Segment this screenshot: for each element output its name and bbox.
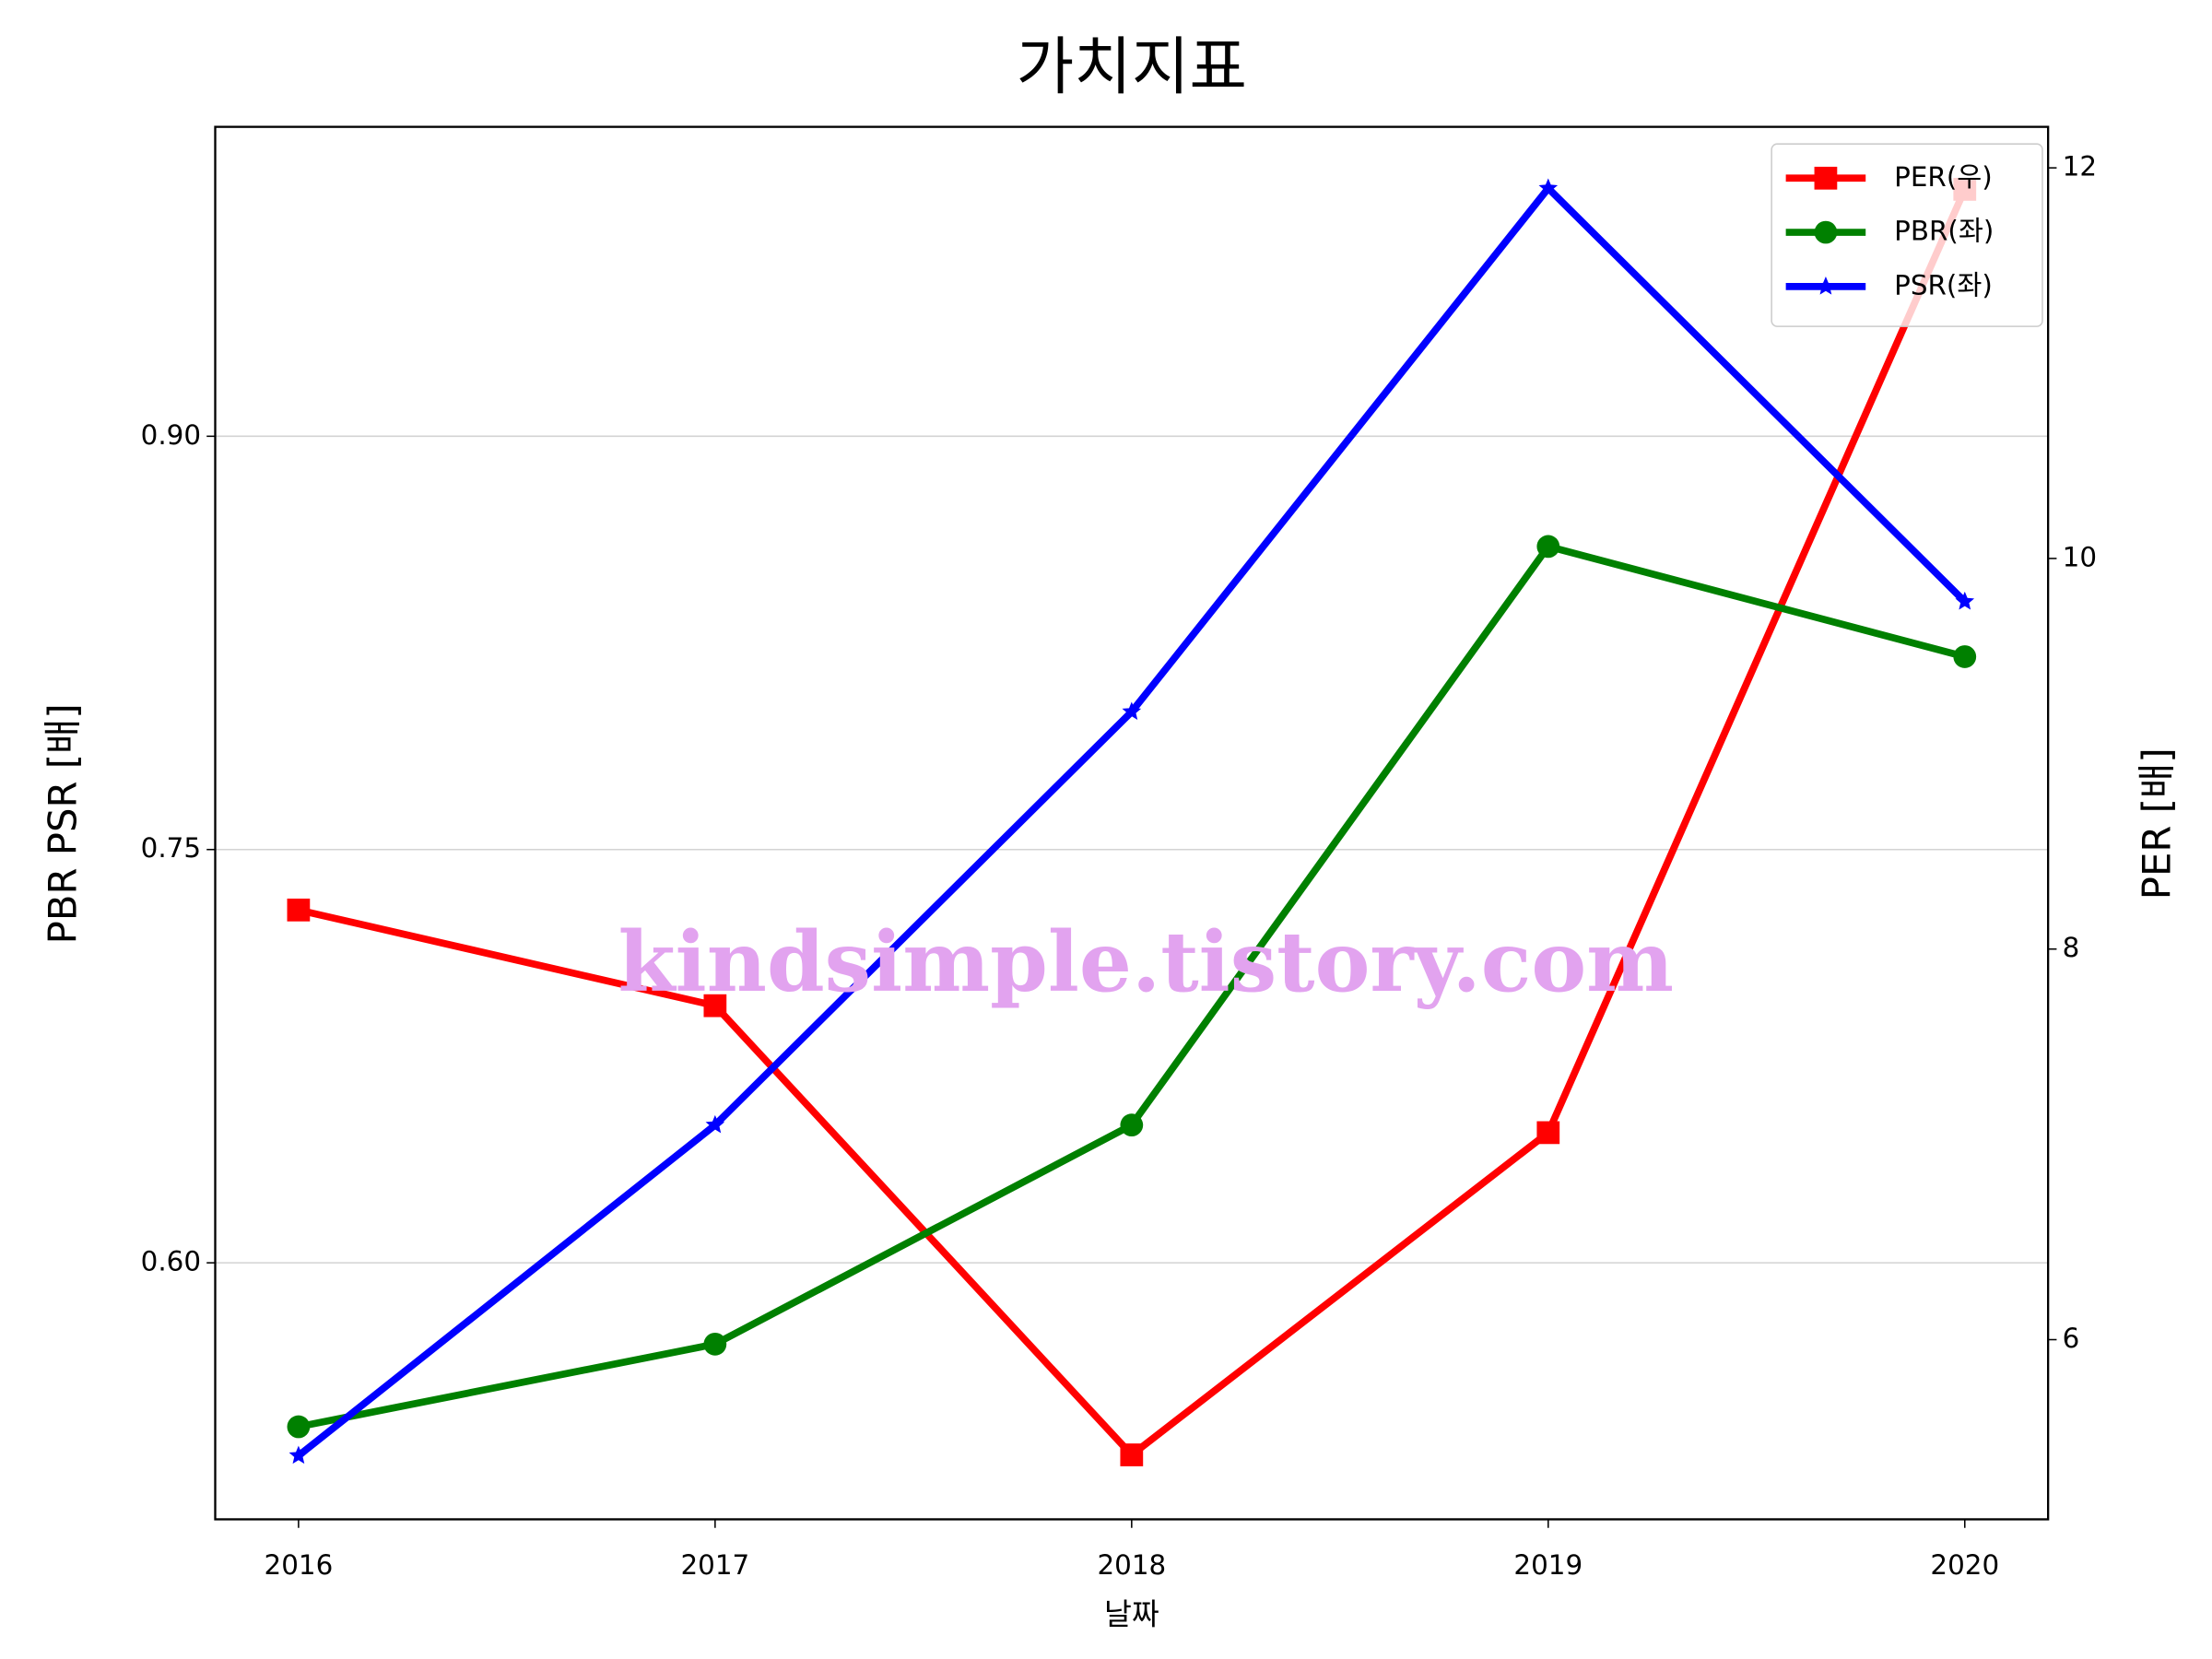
y2-tick-label: 8 [2063,932,2080,963]
legend-box [1771,143,2043,327]
y-tick-label: 0.75 [141,832,201,864]
marker [288,1445,309,1465]
x-tick-label: 2016 [265,1549,334,1581]
marker [1953,645,1977,668]
marker [1814,220,1838,244]
watermark: kindsimple.tistory.com [618,914,1675,1011]
y2-tick-label: 10 [2063,541,2097,572]
marker [1120,1113,1144,1137]
legend-label: PER(우) [1894,161,1993,193]
plot-frame [214,125,2050,1521]
x-tick-label: 2019 [1513,1549,1583,1581]
y2-tick-label: 6 [2063,1323,2080,1354]
x-tick-label: 2017 [680,1549,749,1581]
legend: PER(우) PBR(좌) PSR(좌) [1771,143,2043,327]
marker [1120,1443,1144,1466]
marker [705,1114,725,1134]
legend-label: PBR(좌) [1894,216,1994,247]
y2-tick-label: 12 [2063,151,2097,182]
marker [1538,178,1559,197]
marker [287,898,311,922]
x-axis-label: 날짜 [1104,1597,1159,1632]
marker [1814,166,1838,190]
marker [1816,276,1836,295]
marker [1122,701,1142,721]
y-axis-label: PBR PSR [배] [41,703,86,944]
marker [287,1415,311,1439]
marker [1536,1121,1560,1145]
x-tick-label: 2020 [1930,1549,1999,1581]
y-tick-label: 0.90 [141,419,201,451]
y-tick-label: 0.60 [141,1246,201,1277]
marker [1955,591,1975,610]
legend-label: PSR(좌) [1894,269,1993,300]
marker [703,994,727,1018]
chart-title: 가치지표 [1017,31,1247,104]
x-tick-label: 2018 [1097,1549,1166,1581]
y2-axis-label: PER [배] [2134,747,2179,900]
marker [703,1332,727,1356]
marker [1536,535,1560,559]
